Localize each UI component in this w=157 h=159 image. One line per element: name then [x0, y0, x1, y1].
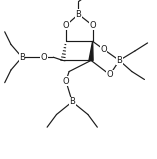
Text: O: O [63, 21, 69, 30]
Text: O: O [100, 45, 107, 54]
Text: O: O [107, 70, 113, 79]
Text: B: B [19, 53, 25, 62]
Text: O: O [89, 21, 96, 30]
Polygon shape [89, 41, 93, 61]
Text: B: B [69, 97, 75, 106]
Text: B: B [116, 56, 122, 65]
Text: B: B [76, 10, 81, 19]
Text: O: O [63, 77, 69, 86]
Text: O: O [41, 53, 47, 62]
